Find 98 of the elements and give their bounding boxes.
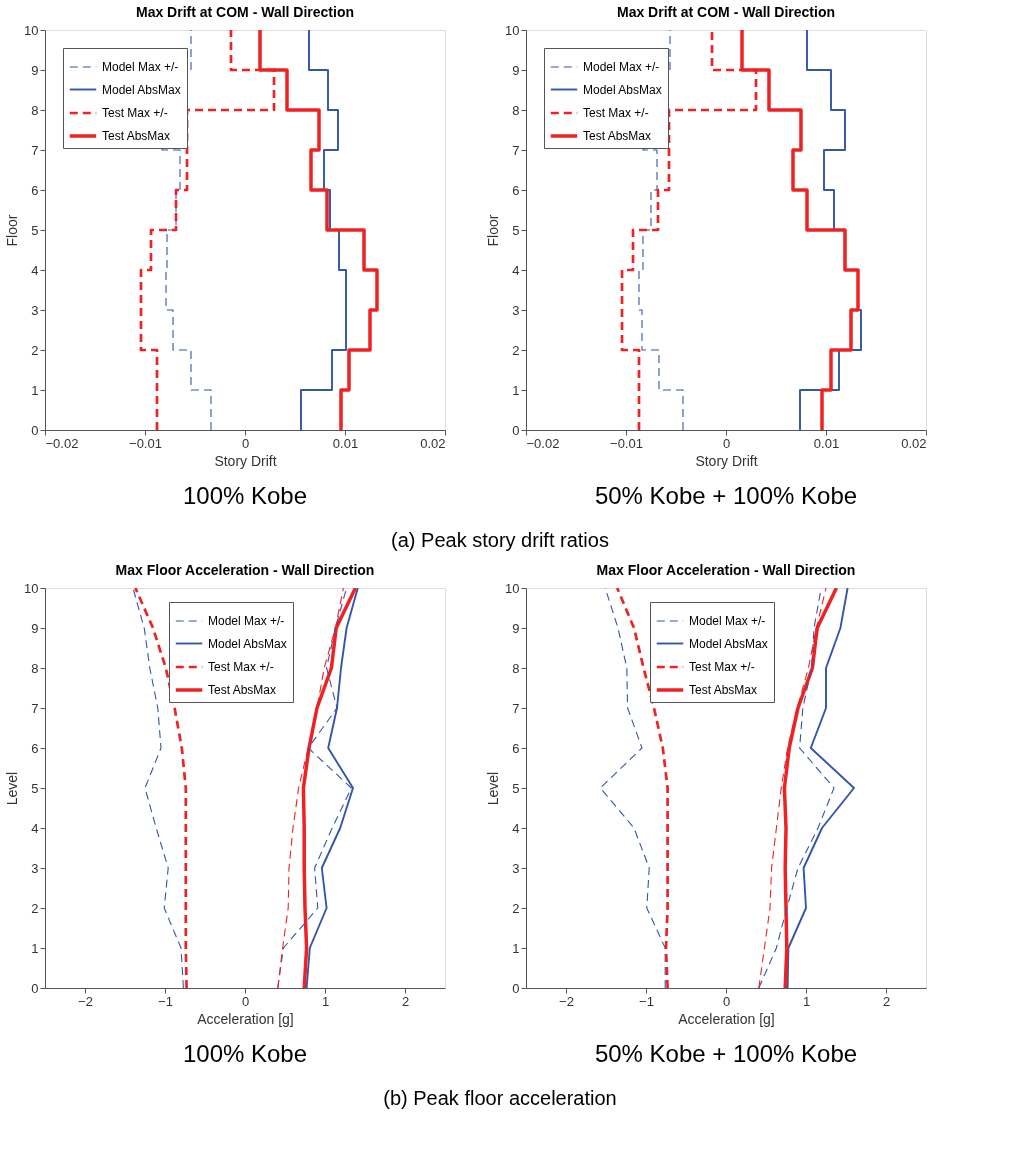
y-tick-label: 9 [31, 620, 39, 636]
x-axis-title: Story Drift [214, 452, 277, 469]
x-axis-title: Story Drift [695, 452, 758, 469]
text: (b) Peak floor acceleration [383, 1087, 617, 1109]
y-tick-label: 8 [512, 660, 520, 676]
y-tick-label: 4 [512, 262, 520, 278]
y-axis-title: Floor [485, 214, 502, 247]
x-tick-label: 0 [241, 993, 250, 1009]
y-axis-title: Level [485, 771, 502, 806]
y-tick-label: 0 [31, 980, 39, 996]
legend-label: Model Max +/- [689, 614, 766, 628]
legend-label: Test AbsMax [208, 683, 277, 697]
y-tick-label: 1 [512, 940, 520, 956]
y-tick-label: 2 [31, 342, 39, 358]
text: 100% Kobe [182, 482, 308, 509]
y-tick-label: 7 [512, 142, 520, 158]
x-tick-label: 1 [321, 993, 330, 1009]
y-tick-label: 9 [31, 62, 39, 78]
chart-title: Max Floor Acceleration - Wall Direction [596, 562, 856, 578]
y-tick-label: 8 [31, 102, 39, 118]
y-tick-label: 10 [24, 22, 39, 38]
y-tick-label: 4 [512, 820, 520, 836]
chart-title: Max Drift at COM - Wall Direction [135, 4, 355, 20]
text: 50% Kobe + 100% Kobe [594, 1040, 858, 1067]
y-tick-label: 1 [512, 382, 520, 398]
legend-label: Model Max +/- [583, 60, 660, 74]
text: 100% Kobe [182, 1040, 308, 1067]
y-tick-label: 7 [31, 700, 39, 716]
y-tick-label: 5 [31, 780, 39, 796]
y-tick-label: 9 [512, 620, 520, 636]
x-tick-label: 1 [802, 993, 811, 1009]
x-tick-label: 0 [722, 435, 731, 451]
x-tick-label: 0.01 [813, 435, 840, 451]
chart-title: Max Drift at COM - Wall Direction [616, 4, 836, 20]
y-tick-label: 1 [31, 940, 39, 956]
x-tick-label: 2 [882, 993, 891, 1009]
text: (a) Peak story drift ratios [391, 529, 609, 551]
y-tick-label: 6 [512, 740, 520, 756]
y-tick-label: 7 [31, 142, 39, 158]
legend-label: Test Max +/- [102, 106, 168, 120]
y-tick-label: 3 [31, 860, 39, 876]
y-tick-label: 2 [512, 900, 520, 916]
y-tick-label: 0 [31, 422, 39, 438]
x-tick-label: −0.01 [610, 435, 643, 451]
x-tick-label: 0.02 [420, 435, 446, 451]
y-tick-label: 5 [31, 222, 39, 238]
x-tick-label: −1 [158, 993, 173, 1009]
x-tick-label: 0.01 [332, 435, 359, 451]
legend-label: Model AbsMax [102, 82, 181, 97]
legend-label: Test AbsMax [583, 129, 652, 143]
y-tick-label: 3 [31, 302, 39, 318]
y-tick-label: 0 [512, 980, 520, 996]
legend-label: Model AbsMax [689, 636, 768, 651]
y-tick-label: 3 [512, 302, 520, 318]
y-tick-label: 8 [31, 660, 39, 676]
x-axis-title: Acceleration [g] [197, 1010, 294, 1027]
y-tick-label: 2 [31, 900, 39, 916]
x-tick-label: −1 [639, 993, 654, 1009]
y-tick-label: 5 [512, 780, 520, 796]
y-tick-label: 4 [31, 820, 39, 836]
y-tick-label: 4 [31, 262, 39, 278]
y-tick-label: 6 [512, 182, 520, 198]
x-tick-label: 0 [722, 993, 731, 1009]
y-tick-label: 2 [512, 342, 520, 358]
y-tick-label: 10 [505, 22, 520, 38]
legend-label: Model AbsMax [208, 636, 287, 651]
x-tick-label: 2 [401, 993, 410, 1009]
y-tick-label: 7 [512, 700, 520, 716]
y-tick-label: 3 [512, 860, 520, 876]
legend-label: Model Max +/- [102, 60, 179, 74]
x-tick-label: −2 [78, 993, 93, 1009]
y-tick-label: 5 [512, 222, 520, 238]
x-tick-label: 0.02 [901, 435, 927, 451]
y-axis-title: Floor [4, 214, 21, 247]
y-tick-label: 6 [31, 740, 39, 756]
legend-label: Model AbsMax [583, 82, 662, 97]
legend-label: Model Max +/- [208, 614, 285, 628]
y-axis-title: Level [4, 771, 21, 806]
y-tick-label: 0 [512, 422, 520, 438]
y-tick-label: 10 [24, 580, 39, 596]
text: 50% Kobe + 100% Kobe [594, 482, 858, 509]
x-tick-label: −2 [559, 993, 574, 1009]
legend-label: Test Max +/- [208, 660, 274, 674]
x-tick-label: −0.01 [129, 435, 162, 451]
legend-label: Test Max +/- [583, 106, 649, 120]
x-tick-label: −0.02 [526, 435, 560, 451]
y-tick-label: 9 [512, 62, 520, 78]
x-tick-label: 0 [241, 435, 250, 451]
chart-title: Max Floor Acceleration - Wall Direction [115, 562, 375, 578]
y-tick-label: 6 [31, 182, 39, 198]
y-tick-label: 10 [505, 580, 520, 596]
legend-label: Test AbsMax [689, 683, 758, 697]
y-tick-label: 1 [31, 382, 39, 398]
x-axis-title: Acceleration [g] [678, 1010, 775, 1027]
y-tick-label: 8 [512, 102, 520, 118]
x-tick-label: −0.02 [45, 435, 79, 451]
legend-label: Test Max +/- [689, 660, 755, 674]
legend-label: Test AbsMax [102, 129, 171, 143]
